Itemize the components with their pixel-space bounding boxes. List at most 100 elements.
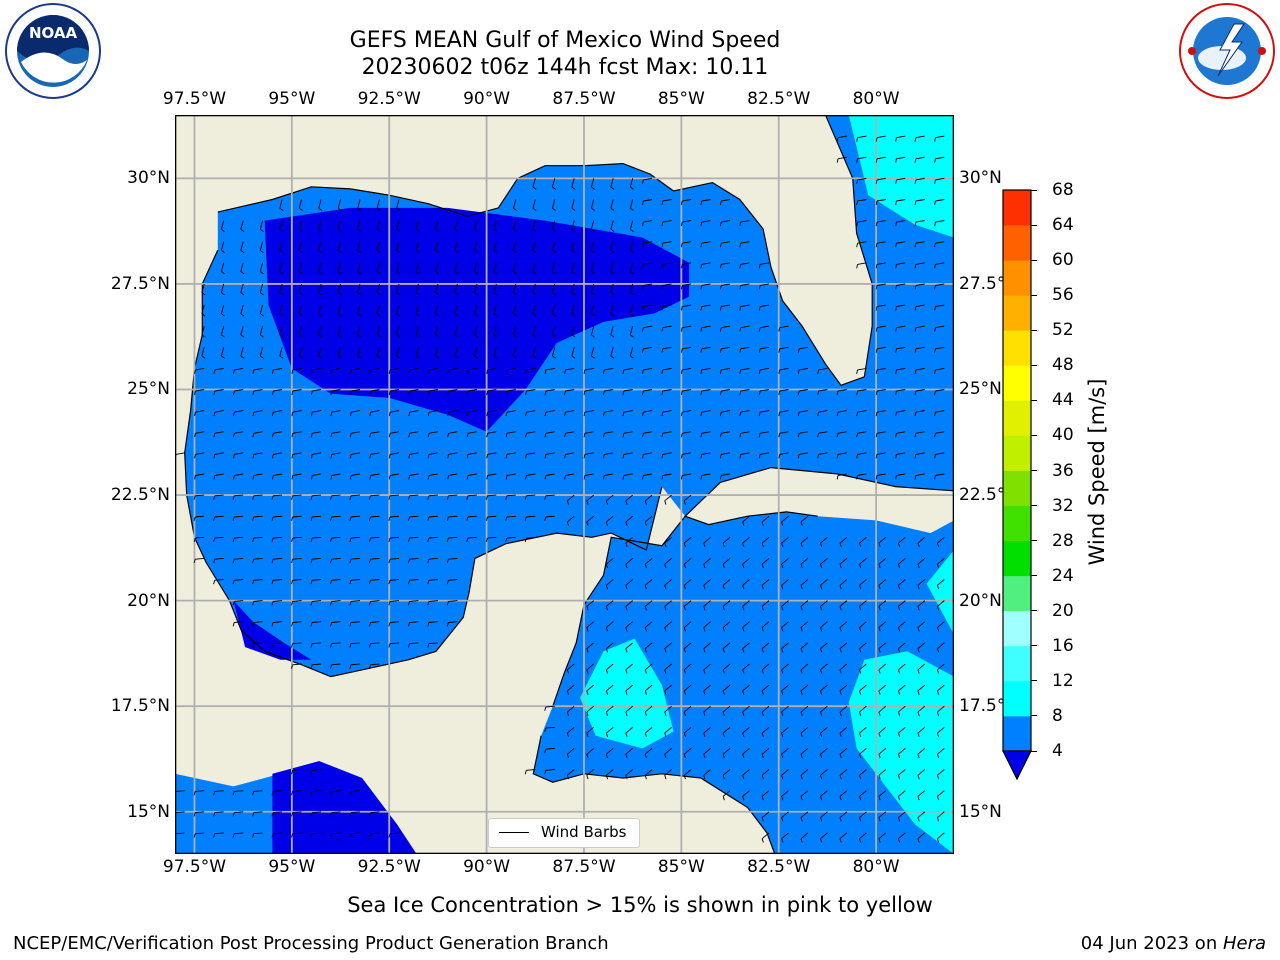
wind-barb-feather bbox=[396, 250, 401, 254]
wind-barb bbox=[629, 347, 634, 357]
wind-barb-feather bbox=[703, 690, 706, 695]
wind-barb bbox=[915, 473, 925, 476]
wind-barb-feather bbox=[240, 334, 245, 338]
wind-barb bbox=[937, 642, 945, 649]
wind-barb-feather bbox=[719, 433, 722, 438]
wind-barb bbox=[606, 705, 614, 713]
wind-barb-feather bbox=[252, 791, 255, 796]
wind-barb-feather bbox=[493, 228, 498, 232]
wind-barb-feather bbox=[914, 137, 917, 142]
wind-barb bbox=[545, 494, 555, 497]
wind-barb-feather bbox=[427, 643, 430, 648]
wind-barb-feather bbox=[610, 313, 615, 317]
wind-barb bbox=[701, 367, 711, 371]
wind-barb-feather bbox=[330, 643, 333, 648]
wind-barb bbox=[551, 178, 556, 188]
wind-barb-feather bbox=[878, 564, 881, 569]
wind-barb-feather bbox=[513, 271, 517, 275]
wind-barb-feather bbox=[221, 334, 225, 338]
wind-barb-feather bbox=[260, 355, 264, 359]
wind-barb bbox=[683, 684, 692, 692]
wind-barb-feather bbox=[291, 580, 294, 585]
wind-barb bbox=[606, 663, 614, 671]
wind-barb bbox=[760, 304, 770, 308]
wind-barb bbox=[859, 579, 867, 586]
wind-barb bbox=[800, 579, 809, 586]
wind-barb bbox=[625, 769, 633, 776]
wind-barb-feather bbox=[800, 732, 803, 738]
wind-barb-feather bbox=[427, 475, 430, 480]
wind-barb bbox=[610, 178, 614, 188]
wind-barb-feather bbox=[454, 271, 459, 275]
wind-barb bbox=[389, 642, 400, 645]
wind-barb bbox=[915, 135, 925, 139]
wind-barb bbox=[662, 473, 672, 476]
wind-barb bbox=[214, 452, 224, 455]
wind-barb-feather bbox=[761, 627, 764, 632]
wind-barb bbox=[337, 262, 341, 272]
wind-barb bbox=[279, 347, 283, 357]
wind-barb-feather bbox=[591, 186, 595, 190]
legend-label: Wind Barbs bbox=[541, 823, 627, 841]
lon-tick-label-bottom: 90°W bbox=[463, 857, 511, 877]
wind-barb-feather bbox=[661, 348, 664, 353]
wind-barb-feather bbox=[700, 390, 703, 396]
colorbar-tick-mark bbox=[1031, 715, 1037, 717]
wind-barb bbox=[820, 726, 828, 734]
wind-barb-feather bbox=[719, 243, 722, 248]
wind-barb bbox=[376, 241, 380, 251]
wind-barb-feather bbox=[271, 601, 274, 606]
wind-barb-feather bbox=[661, 369, 664, 374]
wind-barb-feather bbox=[318, 355, 323, 359]
wind-barb-feather bbox=[552, 186, 556, 190]
lon-tick-label-top: 80°W bbox=[852, 89, 900, 109]
wind-barb-feather bbox=[836, 475, 839, 480]
wind-barb bbox=[820, 769, 828, 776]
wind-barb bbox=[214, 494, 224, 497]
wind-barb-feather bbox=[337, 355, 342, 359]
wind-barb bbox=[662, 367, 672, 371]
wind-barb-feather bbox=[936, 711, 940, 716]
wind-barb bbox=[396, 262, 400, 272]
wind-barb bbox=[623, 389, 633, 392]
wind-barb bbox=[448, 452, 458, 455]
wind-barb-feather bbox=[310, 475, 313, 480]
wind-barb-feather bbox=[703, 711, 706, 716]
wind-barb-feather bbox=[778, 433, 781, 438]
wind-barb-feather bbox=[742, 732, 745, 738]
wind-barb bbox=[220, 347, 225, 357]
wind-barb-feather bbox=[895, 433, 897, 438]
wind-barb bbox=[337, 199, 341, 209]
wind-barb-feather bbox=[859, 775, 862, 780]
wind-barb bbox=[703, 558, 711, 565]
wind-barb bbox=[409, 579, 419, 581]
wind-barb bbox=[839, 811, 848, 818]
wind-barb bbox=[643, 199, 653, 202]
weak-wind-region-pacific bbox=[272, 761, 417, 854]
wind-barb-feather bbox=[781, 775, 784, 780]
wind-barb-feather bbox=[544, 369, 547, 374]
wind-barb-feather bbox=[661, 475, 664, 480]
wind-barb bbox=[761, 790, 770, 797]
wind-barb-feather bbox=[194, 475, 196, 480]
wind-barb-feather bbox=[664, 775, 667, 780]
wind-barb-feather bbox=[781, 542, 784, 548]
wind-barb-feather bbox=[897, 732, 901, 738]
wind-barb-feather bbox=[936, 690, 940, 695]
wind-barb-feather bbox=[368, 664, 371, 669]
wind-barb-feather bbox=[875, 327, 878, 332]
wind-barb-feather bbox=[630, 334, 634, 338]
wind-barb bbox=[682, 262, 692, 265]
wind-barb bbox=[876, 367, 886, 371]
wind-barb bbox=[721, 199, 731, 202]
wind-barb-feather bbox=[544, 495, 547, 500]
wind-barb bbox=[590, 241, 595, 251]
wind-barb bbox=[435, 241, 439, 251]
wind-barb bbox=[214, 536, 224, 539]
wind-barb-feather bbox=[240, 313, 245, 317]
wind-barb-feather bbox=[914, 200, 917, 205]
wind-barb-feather bbox=[291, 495, 294, 500]
wind-barb bbox=[513, 283, 517, 293]
wind-barb bbox=[760, 325, 770, 329]
wind-barb bbox=[376, 262, 380, 272]
